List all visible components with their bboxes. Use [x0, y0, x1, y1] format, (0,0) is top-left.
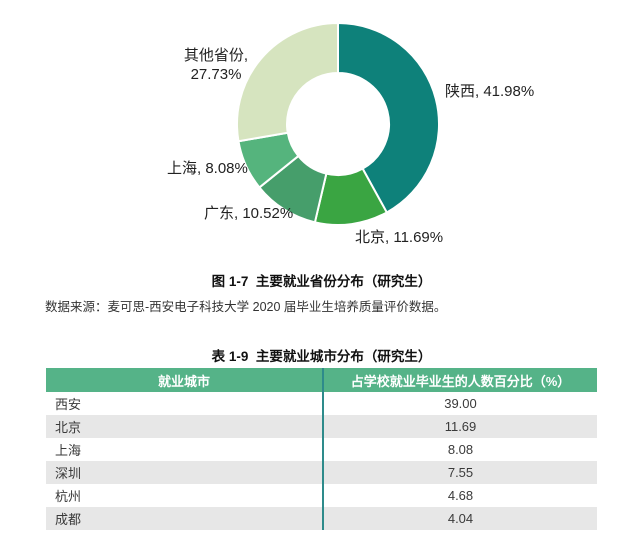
percent-cell: 7.55 — [322, 461, 597, 484]
table-row: 深圳 7.55 — [46, 461, 597, 484]
city-cell: 成都 — [46, 507, 323, 530]
table-caption: 表 1-9 主要就业城市分布（研究生） — [211, 349, 432, 364]
percent-cell: 8.08 — [322, 438, 597, 461]
table-row: 上海 8.08 — [46, 438, 597, 461]
table-header-row: 就业城市 占学校就业毕业生的人数百分比（%） — [46, 368, 597, 392]
percent-cell: 4.04 — [322, 507, 597, 530]
employment-table-body: 西安 39.00 北京 11.69 上海 8.08 深圳 7.55 杭州 4.68 成都 4.04 — [46, 392, 597, 530]
city-cell: 西安 — [55, 397, 82, 412]
slice-label-guangdong: 广东, 10.52% — [204, 205, 294, 222]
donut-slice-0 — [337, 22, 441, 214]
table-row: 西安 39.00 — [46, 392, 597, 415]
table-row: 北京 11.69 — [46, 415, 597, 438]
city-cell: 深圳 — [46, 461, 323, 484]
percent-cell: 39.00 — [322, 392, 597, 415]
city-cell: 杭州 — [55, 489, 82, 504]
slice-label-other-provinces: 其他省份, 27.73% — [183, 47, 249, 83]
donut-slice-4 — [236, 22, 339, 143]
table-row: 成都 4.04 — [46, 507, 597, 530]
employment-city-table: 就业城市 占学校就业毕业生的人数百分比（%） 西安 39.00 北京 11.69 上海 8… — [46, 368, 597, 530]
data-source-note: 数据来源：麦可思-西安电子科技大学 2020 届毕业生培养质量评价数据。 — [45, 300, 447, 314]
percent-cell: 4.68 — [322, 484, 597, 507]
donut-chart — [236, 22, 441, 226]
slice-label-shaanxi: 陕西, 41.98% — [445, 83, 535, 100]
figure-caption: 图 1-7 主要就业省份分布（研究生） — [211, 274, 432, 289]
slice-label-shanghai: 上海, 8.08% — [167, 160, 248, 177]
slice-label-beijing: 北京, 11.69% — [355, 229, 444, 246]
city-cell: 北京 — [46, 415, 323, 438]
header-cell-percent: 占学校就业毕业生的人数百分比（%） — [322, 368, 597, 392]
header-cell-city: 就业城市 — [46, 368, 323, 392]
percent-cell: 11.69 — [322, 415, 597, 438]
table-row: 杭州 4.68 — [46, 484, 597, 507]
city-cell: 上海 — [55, 443, 82, 458]
